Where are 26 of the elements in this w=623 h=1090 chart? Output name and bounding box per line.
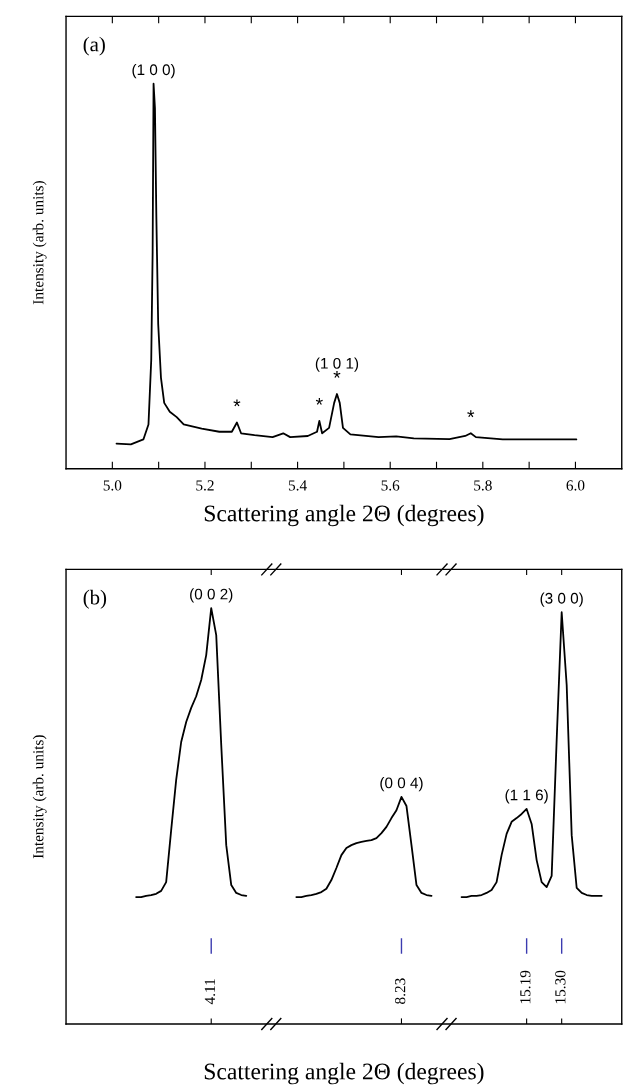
annotation: (0 0 2) <box>190 588 233 603</box>
x-tick-label: 6.0 <box>566 480 585 491</box>
y-axis-title: Intensity (arb. units) <box>32 181 47 305</box>
x-tick-label: 5.6 <box>381 480 400 491</box>
annotation: (1 0 0) <box>132 63 175 79</box>
x-axis-title: Scattering angle 2Θ (degrees) <box>204 1062 484 1085</box>
x-tick-label: 5.2 <box>196 480 214 491</box>
annotation: (1 1 6) <box>505 789 548 804</box>
x-tick-label: 5.0 <box>103 480 122 491</box>
annotation: (0 0 4) <box>380 777 423 792</box>
annotation: * <box>233 399 241 407</box>
x-tick-label: 5.8 <box>474 480 492 491</box>
x-tick-label: 5.4 <box>288 480 307 491</box>
annotation: (3 0 0) <box>540 592 583 607</box>
annotation: (b) <box>83 589 107 609</box>
y-axis-title: Intensity (arb. units) <box>32 735 47 859</box>
x-tick-label: 15.19 <box>520 970 531 1004</box>
text: (a) <box>83 36 105 56</box>
x-tick-label: 4.11 <box>204 979 216 1005</box>
annotation: * <box>333 371 341 378</box>
annotation: (1 0 1) <box>315 357 359 372</box>
x-axis-title: Scattering angle 2Θ (degrees) <box>204 504 484 527</box>
x-tick-label: 8.23 <box>394 978 406 1004</box>
annotation: * <box>467 410 475 418</box>
x-tick-label: 15.30 <box>555 970 566 1004</box>
annotation: * <box>315 398 323 405</box>
